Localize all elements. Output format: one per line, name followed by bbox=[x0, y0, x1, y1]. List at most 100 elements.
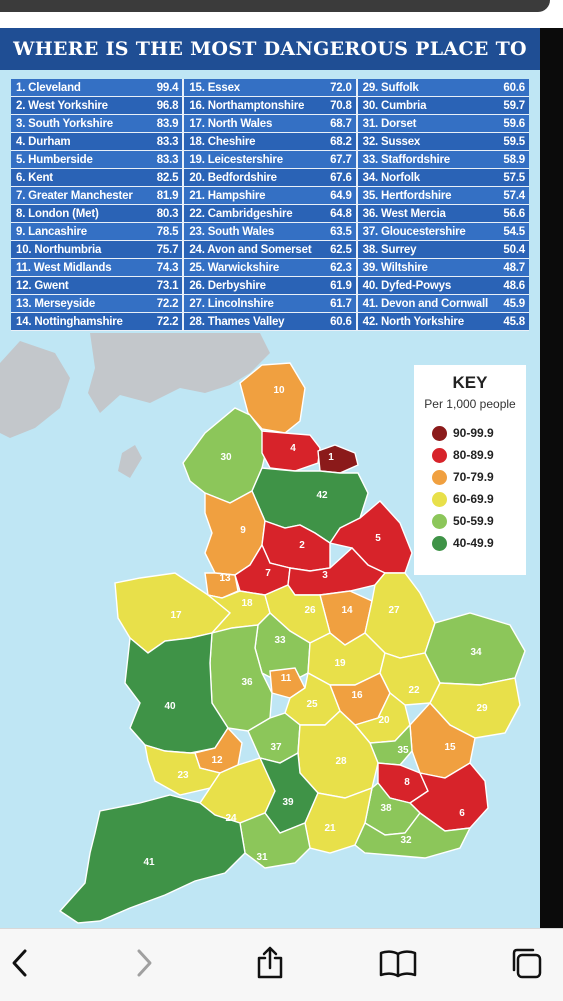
ranking-name: 32. Sussex bbox=[362, 135, 421, 148]
key-item: 50-59.9 bbox=[432, 511, 494, 531]
ranking-row: 40. Dyfed-Powys 48.6 bbox=[357, 277, 529, 294]
page-edge bbox=[540, 28, 563, 928]
map-region-label: 31 bbox=[256, 852, 268, 863]
ranking-row: 7. Greater Manchester 81.9 bbox=[11, 187, 183, 204]
ranking-row: 8. London (Met) 80.3 bbox=[11, 205, 183, 222]
ranking-name: 11. West Midlands bbox=[16, 261, 112, 274]
ranking-value: 45.9 bbox=[503, 297, 525, 310]
tabs-icon bbox=[512, 948, 542, 979]
share-icon bbox=[257, 946, 283, 979]
ranking-name: 41. Devon and Cornwall bbox=[362, 297, 489, 310]
map-region-label: 11 bbox=[281, 673, 292, 684]
map-region-4 bbox=[261, 430, 321, 472]
ranking-name: 27. Lincolnshire bbox=[189, 297, 274, 310]
ranking-row: 36. West Mercia 56.6 bbox=[357, 205, 529, 222]
ranking-row: 13. Merseyside 72.2 bbox=[11, 295, 183, 312]
ranking-row: 35. Hertfordshire 57.4 bbox=[357, 187, 529, 204]
ranking-name: 33. Staffordshire bbox=[362, 153, 451, 166]
ranking-value: 54.5 bbox=[503, 225, 525, 238]
ranking-value: 64.9 bbox=[330, 189, 352, 202]
ranking-name: 37. Gloucestershire bbox=[362, 225, 466, 238]
map-region-label: 14 bbox=[341, 605, 353, 616]
book-icon bbox=[379, 950, 417, 978]
infographic: WHERE IS THE MOST DANGEROUS PLACE TO LIV… bbox=[0, 28, 540, 928]
rankings-column: 1. Cleveland 99.4 2. West Yorkshire 96.8 3. … bbox=[11, 79, 183, 331]
ranking-value: 99.4 bbox=[156, 81, 179, 94]
ranking-value: 56.6 bbox=[503, 207, 525, 220]
share-button[interactable] bbox=[250, 943, 290, 983]
map-region-label: 9 bbox=[240, 525, 246, 536]
ranking-value: 80.3 bbox=[156, 207, 179, 220]
map-region-label: 12 bbox=[211, 755, 223, 766]
ranking-name: 17. North Wales bbox=[189, 117, 273, 130]
ranking-name: 18. Cheshire bbox=[189, 135, 256, 148]
ranking-value: 48.6 bbox=[503, 279, 525, 292]
map-region-label: 22 bbox=[408, 685, 420, 696]
ranking-value: 83.3 bbox=[156, 135, 179, 148]
ranking-row: 26. Derbyshire 61.9 bbox=[184, 277, 356, 294]
map-region-label: 13 bbox=[219, 573, 231, 584]
ranking-name: 42. North Yorkshire bbox=[362, 315, 464, 328]
ranking-value: 59.7 bbox=[503, 99, 525, 112]
map-region-label: 27 bbox=[388, 605, 400, 616]
ranking-value: 72.0 bbox=[330, 81, 352, 94]
map-region-label: 3 bbox=[322, 570, 328, 581]
ranking-row: 37. Gloucestershire 54.5 bbox=[357, 223, 529, 240]
ranking-name: 34. Norfolk bbox=[362, 171, 420, 184]
map-region-label: 42 bbox=[316, 490, 328, 501]
browser-toolbar bbox=[0, 928, 563, 1001]
key-label: 50-59.9 bbox=[453, 514, 494, 528]
map-region-label: 25 bbox=[306, 699, 318, 710]
ranking-row: 20. Bedfordshire 67.6 bbox=[184, 169, 356, 186]
ranking-value: 70.8 bbox=[330, 99, 352, 112]
ranking-value: 58.9 bbox=[503, 153, 525, 166]
ranking-name: 1. Cleveland bbox=[16, 81, 81, 94]
ranking-row: 38. Surrey 50.4 bbox=[357, 241, 529, 258]
map-region-label: 6 bbox=[459, 808, 465, 819]
ranking-value: 72.2 bbox=[156, 297, 179, 310]
map-region-label: 29 bbox=[476, 703, 488, 714]
key-label: 40-49.9 bbox=[453, 536, 494, 550]
forward-button[interactable] bbox=[124, 943, 164, 983]
key-label: 80-89.9 bbox=[453, 448, 494, 462]
ranking-name: 25. Warwickshire bbox=[189, 261, 280, 274]
ranking-value: 57.5 bbox=[503, 171, 525, 184]
ranking-row: 9. Lancashire 78.5 bbox=[11, 223, 183, 240]
map-region-32 bbox=[354, 812, 472, 859]
back-button[interactable] bbox=[0, 943, 40, 983]
key-subtitle: Per 1,000 people bbox=[424, 397, 516, 411]
key-item: 80-89.9 bbox=[432, 445, 494, 465]
ranking-row: 25. Warwickshire 62.3 bbox=[184, 259, 356, 276]
forward-icon bbox=[137, 949, 152, 977]
key-label: 70-79.9 bbox=[453, 470, 494, 484]
ranking-value: 50.4 bbox=[503, 243, 525, 256]
ranking-value: 96.8 bbox=[156, 99, 179, 112]
tabs-button[interactable] bbox=[506, 943, 546, 983]
ranking-row: 3. South Yorkshire 83.9 bbox=[11, 115, 183, 132]
ireland-land bbox=[0, 341, 70, 438]
ranking-value: 48.7 bbox=[503, 261, 525, 274]
map-region-1 bbox=[317, 444, 359, 474]
ranking-row: 32. Sussex 59.5 bbox=[357, 133, 529, 150]
map-key: KEY Per 1,000 people 90-99.9 80-89.9 70-79… bbox=[414, 365, 526, 575]
ranking-name: 38. Surrey bbox=[362, 243, 417, 256]
ranking-value: 60.6 bbox=[503, 81, 525, 94]
ranking-value: 82.5 bbox=[156, 171, 179, 184]
ranking-row: 23. South Wales 63.5 bbox=[184, 223, 356, 240]
ranking-name: 39. Wiltshire bbox=[362, 261, 428, 274]
map-region-label: 8 bbox=[404, 777, 410, 788]
status-strip bbox=[0, 0, 563, 28]
ranking-name: 7. Greater Manchester bbox=[16, 189, 133, 202]
ranking-value: 72.2 bbox=[156, 315, 179, 328]
scotland-land bbox=[88, 333, 270, 413]
key-swatch bbox=[432, 447, 447, 463]
ranking-value: 83.3 bbox=[156, 153, 179, 166]
ranking-row: 18. Cheshire 68.2 bbox=[184, 133, 356, 150]
rankings-column: 15. Essex 72.0 16. Northamptonshire 70.8 17.… bbox=[184, 79, 356, 331]
ranking-value: 61.7 bbox=[330, 297, 352, 310]
key-item: 70-79.9 bbox=[432, 467, 494, 487]
ranking-value: 64.8 bbox=[330, 207, 352, 220]
map-region-label: 2 bbox=[299, 540, 305, 551]
ranking-name: 40. Dyfed-Powys bbox=[362, 279, 452, 292]
bookmarks-button[interactable] bbox=[378, 943, 418, 983]
